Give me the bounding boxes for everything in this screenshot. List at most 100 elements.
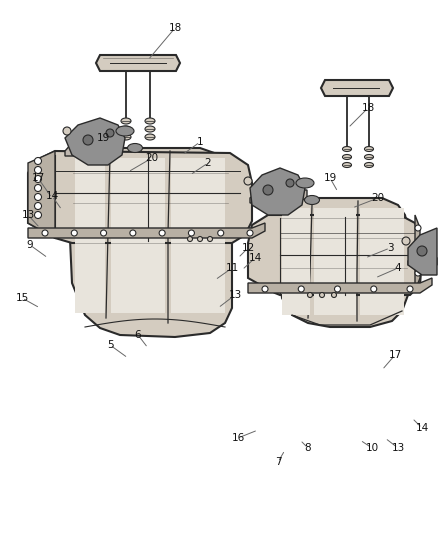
- Circle shape: [319, 293, 325, 297]
- Ellipse shape: [304, 196, 319, 205]
- Text: 8: 8: [305, 443, 311, 453]
- Circle shape: [35, 157, 42, 165]
- Ellipse shape: [116, 126, 134, 136]
- Text: 18: 18: [361, 103, 374, 113]
- Text: 16: 16: [231, 433, 245, 443]
- Polygon shape: [75, 158, 105, 313]
- Polygon shape: [111, 158, 165, 313]
- Circle shape: [298, 286, 304, 292]
- Circle shape: [198, 237, 202, 241]
- Polygon shape: [248, 278, 432, 293]
- Text: 13: 13: [21, 210, 35, 220]
- Circle shape: [332, 293, 336, 297]
- Circle shape: [407, 286, 413, 292]
- Polygon shape: [408, 228, 437, 275]
- Ellipse shape: [121, 118, 131, 124]
- Ellipse shape: [121, 126, 131, 132]
- Circle shape: [35, 184, 42, 191]
- Text: 9: 9: [27, 240, 33, 250]
- Text: 19: 19: [323, 173, 337, 183]
- Text: 17: 17: [32, 173, 45, 183]
- Circle shape: [106, 129, 114, 137]
- Circle shape: [218, 230, 224, 236]
- Circle shape: [417, 246, 427, 256]
- Text: 5: 5: [107, 340, 113, 350]
- Text: 3: 3: [387, 243, 393, 253]
- Polygon shape: [96, 55, 180, 71]
- Text: 7: 7: [275, 457, 281, 467]
- Circle shape: [83, 135, 93, 145]
- Text: 15: 15: [15, 293, 28, 303]
- Text: 1: 1: [197, 137, 203, 147]
- Ellipse shape: [364, 155, 374, 159]
- Text: 11: 11: [226, 263, 239, 273]
- Ellipse shape: [364, 163, 374, 167]
- Ellipse shape: [145, 134, 155, 140]
- Polygon shape: [408, 255, 437, 265]
- Circle shape: [208, 237, 212, 241]
- Polygon shape: [248, 215, 422, 295]
- Polygon shape: [314, 208, 356, 315]
- Polygon shape: [415, 215, 420, 291]
- Ellipse shape: [127, 143, 142, 152]
- Polygon shape: [321, 80, 393, 96]
- Circle shape: [35, 212, 42, 219]
- Polygon shape: [360, 208, 404, 315]
- Text: 6: 6: [135, 330, 141, 340]
- Circle shape: [415, 225, 421, 231]
- Text: 10: 10: [365, 443, 378, 453]
- Polygon shape: [275, 198, 408, 327]
- Circle shape: [63, 127, 71, 135]
- Text: 19: 19: [96, 133, 110, 143]
- Circle shape: [262, 286, 268, 292]
- Text: 14: 14: [248, 253, 261, 263]
- Circle shape: [130, 230, 136, 236]
- Polygon shape: [250, 190, 307, 203]
- Text: 4: 4: [395, 263, 401, 273]
- Ellipse shape: [145, 118, 155, 124]
- Circle shape: [35, 175, 42, 182]
- Circle shape: [371, 286, 377, 292]
- Text: 20: 20: [145, 153, 159, 163]
- Text: 12: 12: [241, 243, 254, 253]
- Text: 14: 14: [46, 191, 59, 201]
- Polygon shape: [282, 208, 310, 315]
- Circle shape: [42, 230, 48, 236]
- Circle shape: [263, 185, 273, 195]
- Circle shape: [415, 240, 421, 246]
- Ellipse shape: [296, 178, 314, 188]
- Polygon shape: [28, 223, 265, 238]
- Polygon shape: [65, 118, 125, 165]
- Circle shape: [159, 230, 165, 236]
- Circle shape: [415, 270, 421, 276]
- Text: 20: 20: [371, 193, 385, 203]
- Circle shape: [35, 193, 42, 200]
- Text: 13: 13: [392, 443, 405, 453]
- Ellipse shape: [343, 155, 352, 159]
- Text: 18: 18: [168, 23, 182, 33]
- Polygon shape: [28, 151, 252, 243]
- Circle shape: [101, 230, 106, 236]
- Polygon shape: [28, 151, 55, 238]
- Circle shape: [244, 177, 252, 185]
- Ellipse shape: [364, 147, 374, 151]
- Circle shape: [187, 237, 192, 241]
- Circle shape: [415, 255, 421, 261]
- Text: 14: 14: [415, 423, 429, 433]
- Text: 13: 13: [228, 290, 242, 300]
- Ellipse shape: [343, 163, 352, 167]
- Polygon shape: [65, 148, 232, 337]
- Polygon shape: [250, 168, 305, 215]
- Text: 17: 17: [389, 350, 402, 360]
- Ellipse shape: [145, 126, 155, 132]
- Circle shape: [35, 203, 42, 209]
- Ellipse shape: [121, 134, 131, 140]
- Circle shape: [247, 230, 253, 236]
- Text: 2: 2: [205, 158, 211, 168]
- Polygon shape: [171, 158, 225, 313]
- Circle shape: [188, 230, 194, 236]
- Polygon shape: [65, 143, 122, 156]
- Circle shape: [307, 293, 312, 297]
- Circle shape: [35, 166, 42, 174]
- Circle shape: [335, 286, 340, 292]
